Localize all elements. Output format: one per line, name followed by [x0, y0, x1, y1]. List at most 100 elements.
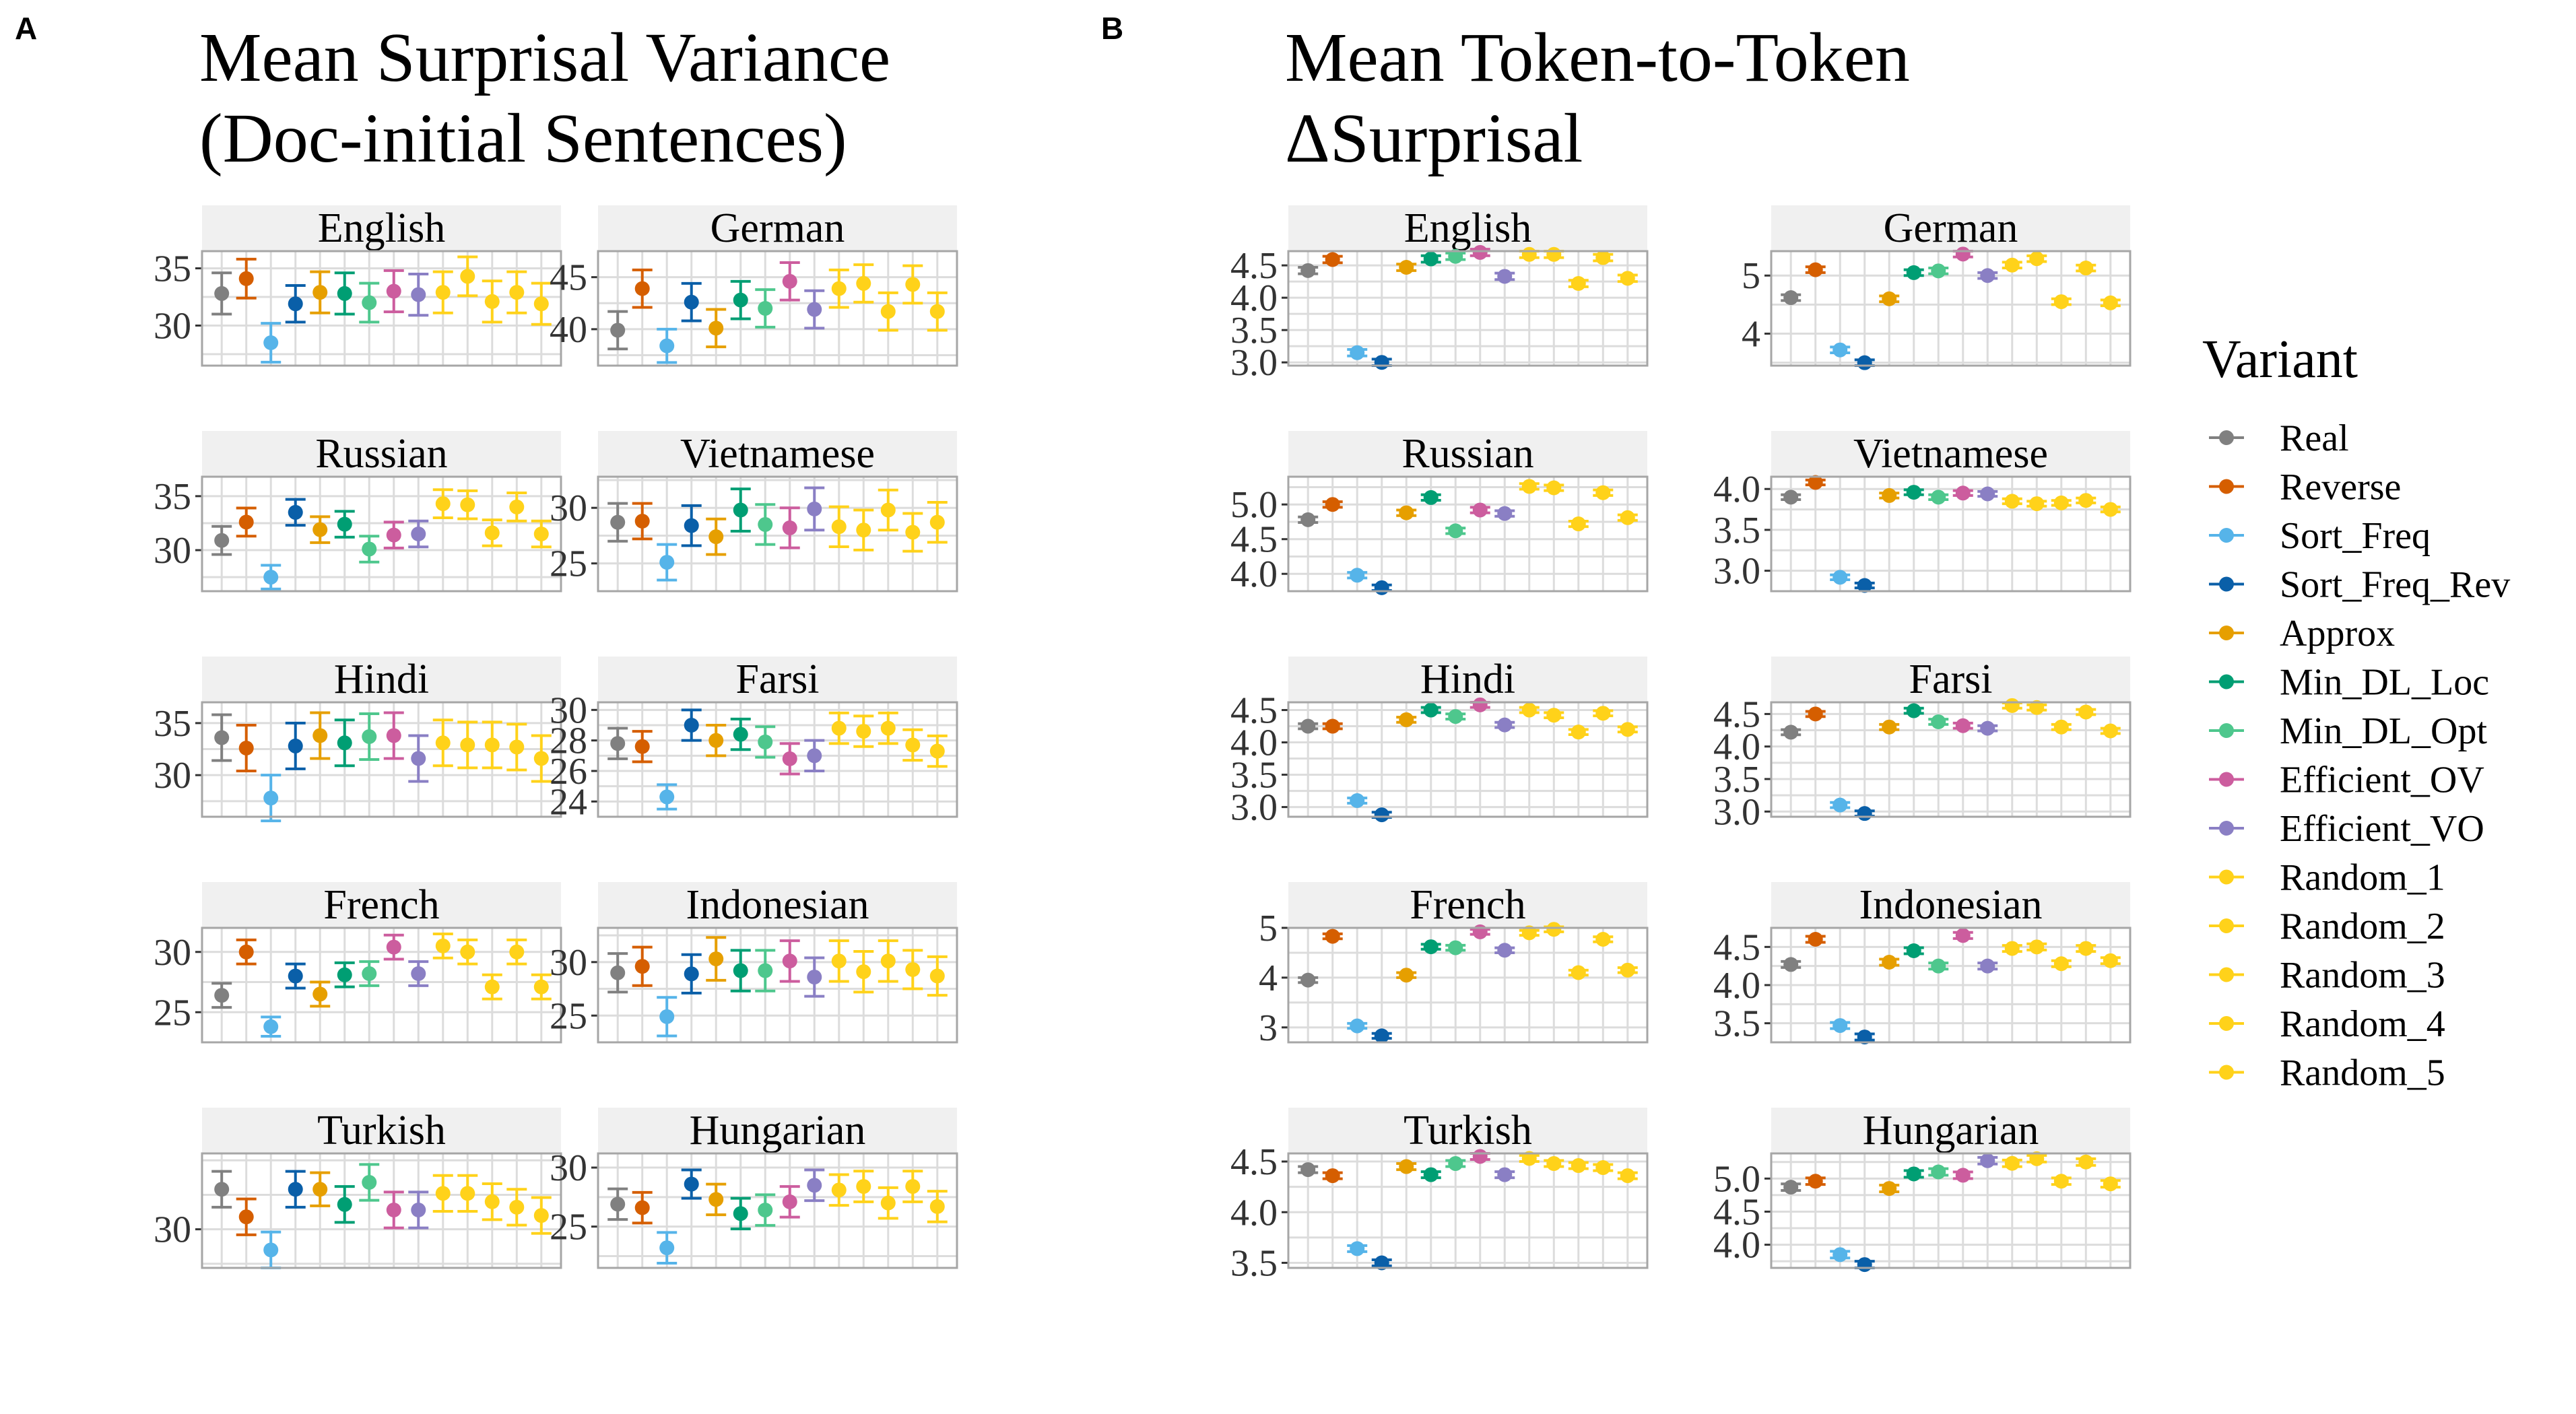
legend-item-efficient_vo: Efficient_VO: [2209, 808, 2484, 850]
y-tick-label: 3.5: [1713, 759, 1760, 801]
point-reverse: [1808, 932, 1823, 947]
point-random_3: [880, 720, 896, 736]
point-random_1: [435, 735, 451, 751]
point-approx: [312, 1182, 328, 1197]
legend-label: Reverse: [2280, 467, 2401, 508]
point-random_1: [2004, 257, 2020, 273]
point-approx: [1882, 291, 1897, 306]
facet-strip-label: Turkish: [1403, 1108, 1532, 1153]
y-tick-label: 4.5: [1713, 927, 1760, 968]
facet-b-hungarian: Hungarian 4.04.55.0: [1713, 1108, 2132, 1273]
y-tick-label: 24: [550, 781, 587, 823]
legend-item-random_3: Random_3: [2209, 955, 2445, 997]
point-efficient_ov: [1955, 928, 1971, 943]
point-random_1: [435, 496, 451, 512]
facet-a-indonesian: Indonesian 25 30: [550, 882, 958, 1044]
legend-label: Efficient_OV: [2280, 760, 2484, 801]
point-random_4: [905, 277, 921, 292]
point-approx: [1882, 1181, 1897, 1197]
facet-a-russian: Russian 30 35: [154, 431, 562, 593]
legend-item-sort_freq_rev: Sort_Freq_Rev: [2209, 564, 2510, 606]
facet-strip: [1771, 882, 2130, 928]
y-tick-label: 30: [550, 689, 587, 731]
y-tick-label: 25: [550, 995, 587, 1037]
point-random_5: [1620, 271, 1635, 286]
point-approx: [1399, 260, 1414, 275]
point-efficient_ov: [1955, 485, 1971, 501]
point-efficient_vo: [1497, 943, 1513, 958]
y-tick-label: 4.5: [1230, 1141, 1278, 1183]
facet-b-turkish: Turkish 3.5 4.0 4.5: [1230, 1108, 1649, 1284]
y-tick-label: 5: [1259, 908, 1278, 949]
panel-a-title-line2: (Doc-initial Sentences): [199, 100, 847, 177]
legend-label: Random_3: [2280, 955, 2445, 997]
point-random_4: [2078, 1154, 2094, 1170]
point-sort_freq_rev: [1857, 1257, 1872, 1273]
point-random_3: [484, 979, 500, 995]
point-sort_freq_rev: [684, 966, 699, 982]
point-min_dl_loc: [1906, 265, 1921, 280]
point-efficient_vo: [1497, 717, 1513, 733]
facet-strip-label: Russian: [1401, 431, 1533, 477]
point-real: [1300, 718, 1316, 734]
point-random_1: [1521, 702, 1537, 718]
point-random_2: [1546, 246, 1562, 262]
facet-strip-label: Hindi: [1420, 656, 1515, 702]
point-sort_freq: [263, 570, 279, 585]
facet-a-english: English 30 35: [154, 205, 562, 367]
y-tick-label: 25: [154, 992, 191, 1034]
point-real: [610, 1197, 626, 1212]
point-real: [610, 965, 626, 980]
point-reverse: [1325, 1168, 1340, 1184]
y-tick-label: 3.0: [1713, 551, 1760, 593]
point-random_5: [2103, 1176, 2118, 1192]
point-min_dl_opt: [1931, 714, 1946, 729]
point-min_dl_loc: [337, 735, 352, 751]
facet-strip: [1771, 656, 2130, 702]
point-min_dl_opt: [1448, 940, 1463, 955]
facet-b-hindi: Hindi 3.03.54.04.5: [1230, 656, 1649, 829]
point-sort_freq_rev: [288, 968, 303, 984]
facet-strip: [598, 656, 957, 702]
point-random_5: [2103, 502, 2118, 517]
point-min_dl_opt: [1931, 958, 1946, 974]
y-tick-label: 30: [154, 306, 191, 347]
point-sort_freq: [1832, 342, 1848, 358]
point-approx: [312, 285, 328, 300]
point-random_1: [2004, 494, 2020, 509]
point-min_dl_opt: [362, 966, 377, 981]
point-random_1: [831, 720, 847, 736]
panel-letter-a: A: [15, 11, 37, 46]
point-min_dl_loc: [1423, 1167, 1439, 1182]
point-sort_freq_rev: [1857, 355, 1872, 370]
point-real: [214, 285, 230, 301]
legend-swatch-point: [2219, 723, 2234, 738]
facet-strip-label: English: [1404, 205, 1531, 251]
point-random_2: [1546, 1156, 1562, 1172]
point-sort_freq: [1832, 1247, 1848, 1262]
legend-item-min_dl_loc: Min_DL_Loc: [2209, 662, 2489, 704]
point-real: [214, 988, 230, 1003]
point-efficient_ov: [386, 728, 401, 743]
legend-label: Random_1: [2280, 857, 2445, 899]
point-efficient_ov: [782, 520, 797, 535]
point-efficient_ov: [782, 1194, 797, 1209]
point-efficient_vo: [411, 966, 426, 981]
point-random_3: [484, 294, 500, 309]
y-tick-label: 25: [550, 543, 587, 585]
point-random_5: [2103, 953, 2118, 968]
point-random_2: [2029, 700, 2045, 715]
point-sort_freq: [659, 1240, 675, 1256]
point-random_3: [880, 502, 896, 518]
point-efficient_vo: [411, 751, 426, 766]
point-approx: [708, 733, 724, 748]
y-tick-label: 30: [550, 942, 587, 984]
point-real: [1300, 972, 1316, 988]
point-approx: [1399, 712, 1414, 727]
point-reverse: [634, 959, 650, 974]
point-min_dl_opt: [758, 734, 773, 749]
legend-item-approx: Approx: [2209, 613, 2395, 654]
point-random_4: [509, 739, 525, 755]
point-random_2: [1546, 480, 1562, 496]
facet-strip-label: Vietnamese: [680, 431, 875, 477]
